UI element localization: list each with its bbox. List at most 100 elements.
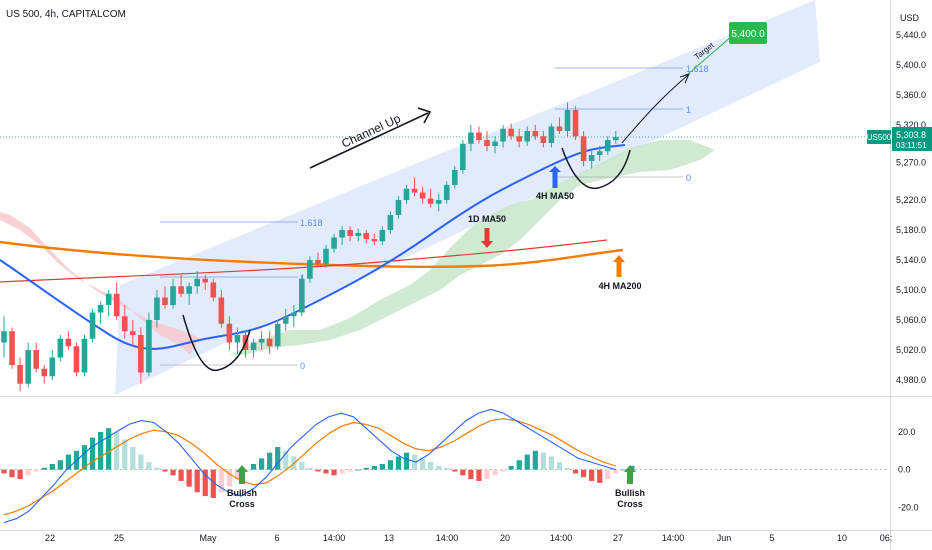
candle-body — [178, 286, 184, 294]
macd-histogram-bar — [476, 469, 482, 481]
price-axis-tick: 4,980.0 — [896, 375, 926, 385]
price-axis-tick: 5,440.0 — [896, 30, 926, 40]
macd-histogram-bar — [194, 469, 200, 493]
candle-body — [484, 140, 490, 146]
candle-body — [371, 239, 378, 242]
candle-body — [41, 368, 48, 377]
candle-body — [613, 137, 619, 140]
price-axis-tick: 5,270.0 — [896, 158, 926, 168]
candle-body — [604, 140, 611, 152]
candle-body — [9, 331, 15, 365]
macd-axis-tick: 0.0 — [898, 465, 911, 475]
candle-body — [291, 312, 297, 317]
time-axis-tick: 14:00 — [436, 533, 459, 543]
candle-body — [355, 233, 361, 236]
macd-histogram-bar — [138, 454, 144, 470]
candle-body — [146, 320, 152, 373]
candle-body — [170, 286, 176, 305]
macd-histogram-bar — [387, 460, 393, 470]
projection-path — [621, 74, 689, 144]
macd-histogram-bar — [114, 431, 120, 470]
candle-body — [443, 185, 450, 200]
candle-body — [65, 338, 72, 347]
macd-histogram-bar — [33, 469, 39, 472]
macd-histogram-bar — [283, 450, 289, 470]
channel-up-band — [115, 0, 820, 395]
macd-histogram-bar — [259, 458, 265, 470]
macd-histogram-bar — [146, 462, 152, 470]
macd-signal-line — [3, 418, 616, 516]
channel-arrow-line — [309, 112, 429, 169]
price-axis-tick: 5,320.0 — [896, 120, 926, 130]
macd-histogram-bar — [226, 469, 232, 487]
candle-body — [540, 136, 547, 143]
candle-body — [395, 200, 402, 215]
ichimoku-cloud-bearish — [0, 212, 200, 355]
macd-histogram-bar — [597, 469, 603, 483]
target-connector — [687, 35, 733, 75]
macd-histogram-bar — [339, 469, 345, 474]
macd-histogram-bar — [403, 452, 410, 470]
macd-histogram-bar — [331, 469, 337, 476]
candle-body — [113, 293, 120, 317]
candle-body — [411, 188, 418, 193]
candle-body — [226, 323, 233, 343]
macd-histogram-bar — [57, 460, 63, 470]
price-axis-tick: 5,400.0 — [896, 60, 926, 70]
macd-histogram-bar — [572, 469, 579, 474]
candle-body — [572, 110, 579, 137]
time-axis-tick: 20 — [500, 533, 510, 543]
macd-histogram-bar — [130, 447, 136, 470]
candle-body — [500, 128, 506, 142]
bullish-cross-label: Bullish Cross — [227, 488, 257, 509]
ichimoku-cloud-bullish — [230, 140, 715, 355]
macd-histogram-bar — [540, 452, 546, 470]
bullish-cross-label: Bullish Cross — [615, 488, 645, 509]
candle-body — [33, 350, 39, 369]
macd-histogram-bar — [65, 454, 71, 470]
candle-body — [138, 335, 144, 373]
price-axis-tick: 5,140.0 — [896, 255, 926, 265]
price-axis-tick: 5,100.0 — [896, 285, 926, 295]
candle-body — [1, 331, 7, 343]
price-axis-tick: 5,060.0 — [896, 315, 926, 325]
candle-body — [258, 338, 265, 343]
time-axis-tick: 14:00 — [662, 533, 685, 543]
candle-body — [427, 198, 434, 204]
candle-body — [162, 297, 168, 305]
currency-label: USD — [900, 13, 920, 23]
candle-body — [492, 141, 498, 146]
macd-histogram-bar — [508, 465, 514, 470]
candle-body — [218, 297, 225, 324]
macd-histogram-bar — [428, 462, 434, 470]
ma50-4h-label: 4H MA50 — [536, 191, 574, 201]
candle-body — [121, 316, 128, 332]
candle-body — [234, 335, 241, 343]
time-axis-tick: 27 — [613, 533, 623, 543]
candle-body — [57, 338, 64, 358]
last-price-tag — [892, 127, 932, 151]
price-axis-tick: 5,020.0 — [896, 345, 926, 355]
symbol-tag-label: US500 — [867, 133, 892, 142]
time-axis-tick: Jun — [717, 533, 732, 543]
candle-body — [266, 338, 273, 347]
candle-body — [564, 110, 571, 131]
candle-body — [323, 248, 329, 264]
fib-level-label: 1.618 — [686, 64, 709, 74]
projection-arrowhead — [679, 73, 690, 84]
candle-body — [250, 342, 257, 350]
macd-histogram-bar — [49, 464, 55, 470]
candle-body — [379, 230, 386, 242]
candle-body — [194, 278, 200, 287]
candle-body — [596, 151, 603, 155]
macd-axis-tick: -20.0 — [898, 502, 919, 512]
macd-histogram-bar — [363, 467, 369, 470]
time-axis-tick: May — [199, 533, 217, 543]
arrow-up-icon — [624, 465, 636, 484]
candle-body — [524, 131, 531, 142]
candle-body — [202, 278, 209, 283]
macd-histogram-bar — [178, 469, 184, 481]
candle-body — [508, 128, 514, 137]
